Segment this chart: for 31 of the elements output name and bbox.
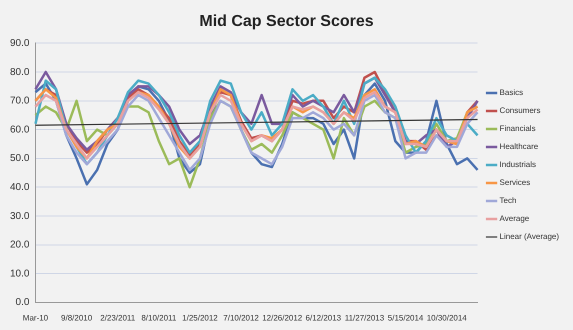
x-tick-label: 11/27/2013 bbox=[344, 313, 385, 322]
y-tick-label: 30.0 bbox=[10, 210, 30, 222]
chart-title: Mid Cap Sector Scores bbox=[199, 13, 374, 30]
x-tick-label: 12/26/2012 bbox=[262, 313, 303, 322]
x-tick-label: 10/30/2014 bbox=[426, 313, 468, 322]
y-tick-label: 50.0 bbox=[10, 153, 30, 164]
legend-label: Linear (Average) bbox=[500, 232, 560, 242]
y-tick-label: 10.0 bbox=[10, 268, 30, 280]
legend-label: Industrials bbox=[500, 160, 536, 170]
x-tick-label: 2/23/2011 bbox=[100, 313, 136, 322]
legend-label: Healthcare bbox=[500, 142, 539, 152]
legend-label: Services bbox=[500, 178, 530, 188]
y-tick-label: 0.0 bbox=[16, 297, 30, 308]
x-tick-label: 9/8/2010 bbox=[61, 313, 93, 322]
y-tick-label: 80.0 bbox=[10, 66, 30, 78]
legend-label: Consumers bbox=[500, 106, 540, 116]
legend-label: Basics bbox=[500, 88, 524, 98]
y-tick-label: 90.0 bbox=[10, 38, 30, 49]
legend-label: Financials bbox=[500, 124, 536, 134]
y-tick-label: 70.0 bbox=[10, 96, 30, 107]
legend-label: Tech bbox=[500, 196, 516, 206]
x-tick-label: 7/10/2012 bbox=[223, 313, 260, 322]
y-tick-label: 20.0 bbox=[10, 240, 30, 251]
x-tick-label: 5/15/2014 bbox=[388, 313, 424, 322]
y-tick-label: 40.0 bbox=[10, 182, 30, 193]
x-tick-label: 8/10/2011 bbox=[141, 313, 177, 322]
y-tick-label: 60.0 bbox=[10, 124, 30, 136]
x-tick-label: 6/12/2013 bbox=[306, 313, 342, 322]
x-tick-label: 1/25/2012 bbox=[182, 313, 218, 322]
x-tick-label: Mar-10 bbox=[22, 313, 49, 322]
legend-label: Average bbox=[500, 214, 530, 224]
